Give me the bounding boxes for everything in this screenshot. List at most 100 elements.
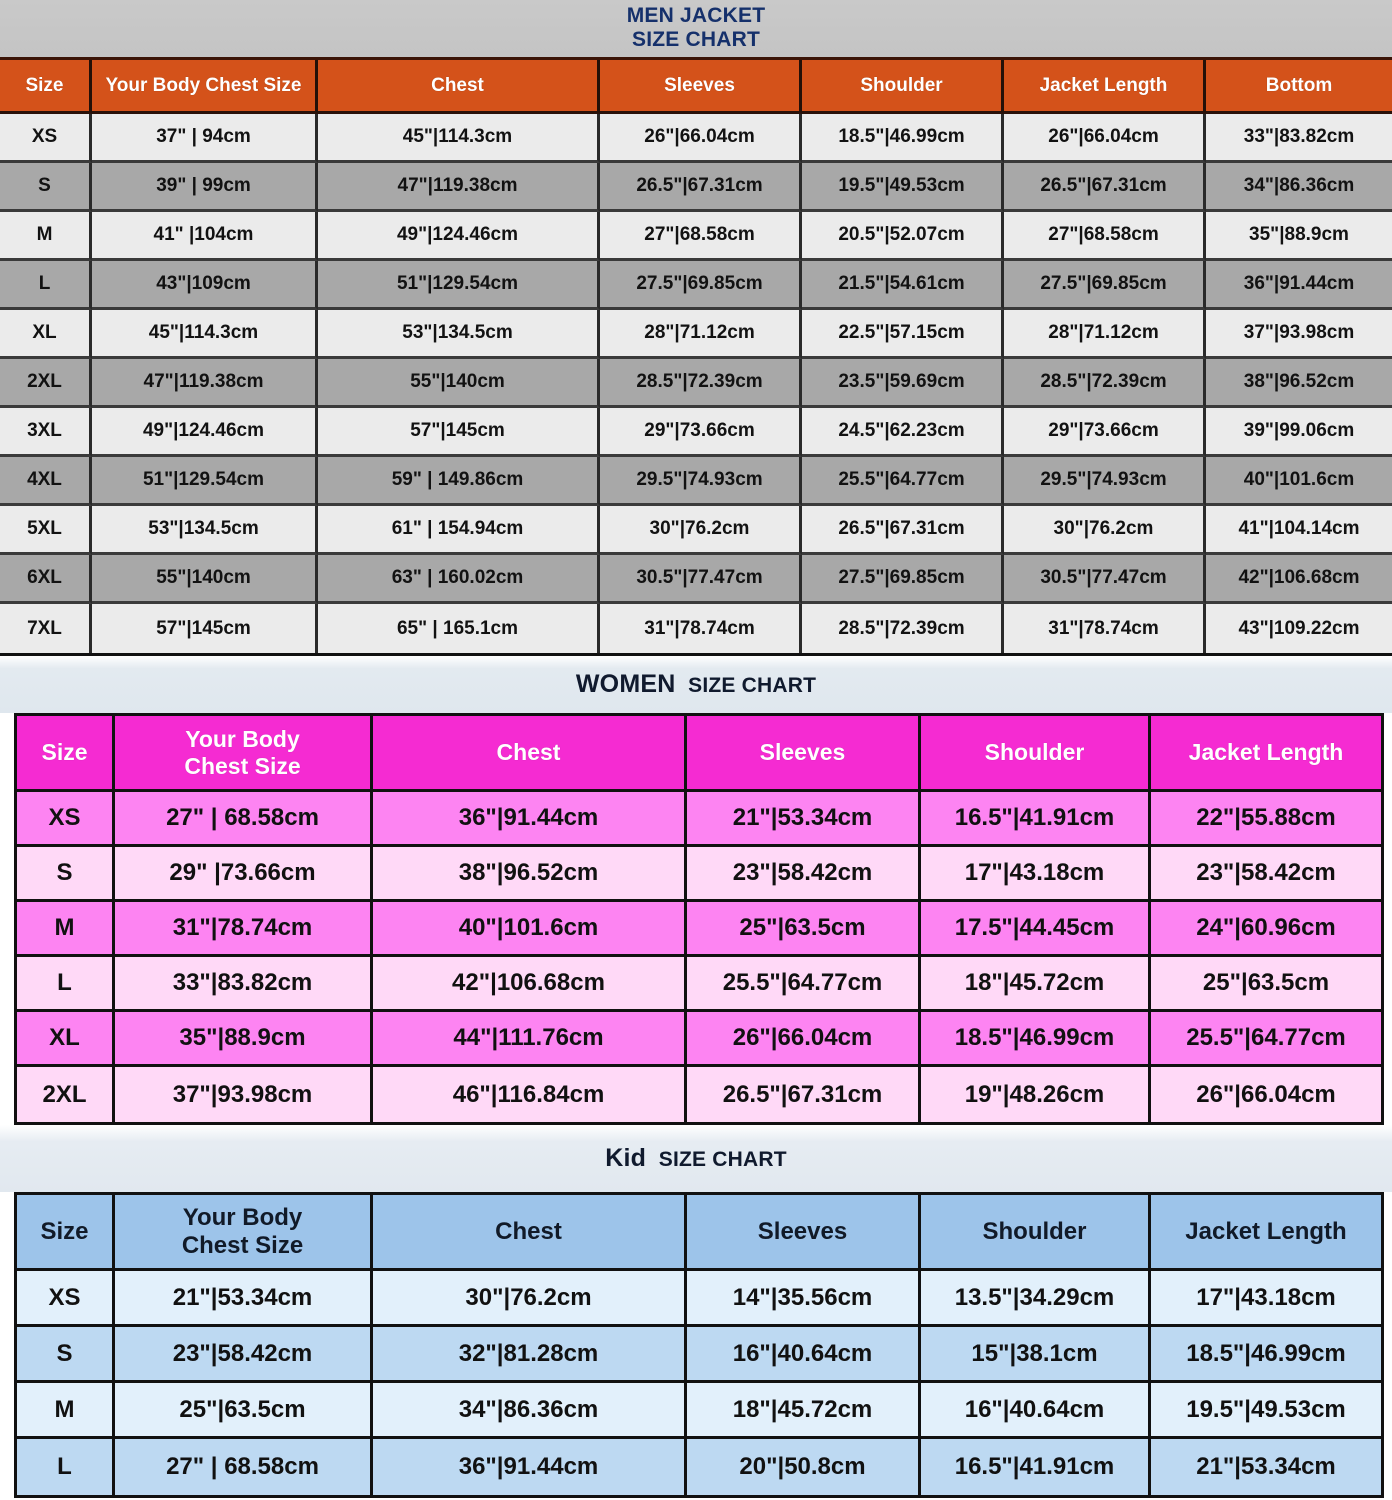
women-cell-chest: 46"|116.84cm — [373, 1067, 687, 1122]
women-cell-jacket-length: 22"|55.88cm — [1151, 792, 1381, 847]
men-cell-body-chest: 43"|109cm — [92, 261, 318, 310]
men-cell-size: 7XL — [0, 604, 92, 653]
kid-cell-jacket-length: 17"|43.18cm — [1151, 1271, 1381, 1327]
table-row: XL 35"|88.9cm 44"|111.76cm 26"|66.04cm 1… — [17, 1012, 1381, 1067]
kid-col-size-line1: Size — [40, 1217, 89, 1245]
women-col-body-chest: Your Body Chest Size — [115, 716, 373, 792]
men-cell-sleeves: 26.5"|67.31cm — [600, 163, 802, 212]
kid-cell-body-chest: 21"|53.34cm — [115, 1271, 373, 1327]
men-cell-jacket-length: 31"|78.74cm — [1004, 604, 1206, 653]
men-cell-shoulder: 22.5"|57.15cm — [802, 310, 1004, 359]
men-cell-body-chest: 47"|119.38cm — [92, 359, 318, 408]
kid-cell-chest: 36"|91.44cm — [373, 1439, 687, 1495]
men-cell-jacket-length: 28.5"|72.39cm — [1004, 359, 1206, 408]
men-cell-jacket-length: 27"|68.58cm — [1004, 212, 1206, 261]
men-cell-size: 2XL — [0, 359, 92, 408]
women-cell-chest: 44"|111.76cm — [373, 1012, 687, 1067]
men-cell-shoulder: 26.5"|67.31cm — [802, 506, 1004, 555]
men-header-row: Size Your Body Chest Size Chest Sleeves … — [0, 60, 1392, 114]
men-cell-shoulder: 27.5"|69.85cm — [802, 555, 1004, 604]
women-cell-size: XL — [17, 1012, 115, 1067]
men-cell-jacket-length: 30.5"|77.47cm — [1004, 555, 1206, 604]
men-cell-bottom: 37"|93.98cm — [1206, 310, 1392, 359]
kid-col-chest-line1: Chest — [495, 1217, 562, 1245]
table-row: 2XL 47"|119.38cm 55"|140cm 28.5"|72.39cm… — [0, 359, 1392, 408]
women-cell-body-chest: 27" | 68.58cm — [115, 792, 373, 847]
table-row: XS 37" | 94cm 45"|114.3cm 26"|66.04cm 18… — [0, 114, 1392, 163]
table-row: XS 21"|53.34cm 30"|76.2cm 14"|35.56cm 13… — [17, 1271, 1381, 1327]
women-col-chest: Chest — [373, 716, 687, 792]
men-cell-body-chest: 55"|140cm — [92, 555, 318, 604]
table-row: 2XL 37"|93.98cm 46"|116.84cm 26.5"|67.31… — [17, 1067, 1381, 1122]
women-cell-sleeves: 26.5"|67.31cm — [687, 1067, 921, 1122]
table-row: S 29" |73.66cm 38"|96.52cm 23"|58.42cm 1… — [17, 847, 1381, 902]
men-cell-chest: 51"|129.54cm — [318, 261, 600, 310]
kid-title: Kid SIZE CHART — [605, 1144, 787, 1173]
women-cell-sleeves: 23"|58.42cm — [687, 847, 921, 902]
men-cell-jacket-length: 29.5"|74.93cm — [1004, 457, 1206, 506]
men-cell-size: 6XL — [0, 555, 92, 604]
men-title: MEN JACKET SIZE CHART — [627, 4, 766, 51]
men-cell-chest: 45"|114.3cm — [318, 114, 600, 163]
men-cell-size: S — [0, 163, 92, 212]
men-cell-body-chest: 51"|129.54cm — [92, 457, 318, 506]
kid-cell-chest: 34"|86.36cm — [373, 1383, 687, 1439]
kid-col-shoulder-line1: Shoulder — [982, 1217, 1087, 1245]
kid-col-size: Size — [17, 1195, 115, 1271]
kid-col-jacket-length: Jacket Length — [1151, 1195, 1381, 1271]
men-col-size: Size — [0, 60, 92, 114]
women-table-wrapper: Size Your Body Chest Size Chest Sleeves … — [0, 713, 1392, 1125]
kid-cell-size: S — [17, 1327, 115, 1383]
table-row: 5XL 53"|134.5cm 61" | 154.94cm 30"|76.2c… — [0, 506, 1392, 555]
men-cell-chest: 57"|145cm — [318, 408, 600, 457]
kid-cell-jacket-length: 21"|53.34cm — [1151, 1439, 1381, 1495]
kid-title-word2: SIZE CHART — [658, 1148, 787, 1171]
kid-cell-body-chest: 25"|63.5cm — [115, 1383, 373, 1439]
women-cell-sleeves: 25.5"|64.77cm — [687, 957, 921, 1012]
women-cell-sleeves: 25"|63.5cm — [687, 902, 921, 957]
kid-cell-size: M — [17, 1383, 115, 1439]
table-row: 4XL 51"|129.54cm 59" | 149.86cm 29.5"|74… — [0, 457, 1392, 506]
men-cell-chest: 47"|119.38cm — [318, 163, 600, 212]
women-cell-shoulder: 18"|45.72cm — [921, 957, 1151, 1012]
men-cell-body-chest: 45"|114.3cm — [92, 310, 318, 359]
men-banner: MEN JACKET SIZE CHART — [0, 0, 1392, 57]
men-cell-size: 4XL — [0, 457, 92, 506]
women-cell-chest: 42"|106.68cm — [373, 957, 687, 1012]
kid-title-word1: Kid — [605, 1144, 647, 1172]
men-cell-shoulder: 20.5"|52.07cm — [802, 212, 1004, 261]
women-cell-jacket-length: 25.5"|64.77cm — [1151, 1012, 1381, 1067]
women-cell-chest: 36"|91.44cm — [373, 792, 687, 847]
kid-cell-sleeves: 14"|35.56cm — [687, 1271, 921, 1327]
men-cell-chest: 53"|134.5cm — [318, 310, 600, 359]
men-cell-body-chest: 39" | 99cm — [92, 163, 318, 212]
women-cell-shoulder: 19"|48.26cm — [921, 1067, 1151, 1122]
table-row: XL 45"|114.3cm 53"|134.5cm 28"|71.12cm 2… — [0, 310, 1392, 359]
men-cell-size: M — [0, 212, 92, 261]
men-cell-jacket-length: 27.5"|69.85cm — [1004, 261, 1206, 310]
men-cell-chest: 49"|124.46cm — [318, 212, 600, 261]
table-row: 6XL 55"|140cm 63" | 160.02cm 30.5"|77.47… — [0, 555, 1392, 604]
kid-col-jacket-length-line1: Jacket Length — [1185, 1217, 1347, 1245]
women-title: WOMEN SIZE CHART — [576, 670, 816, 699]
women-cell-size: L — [17, 957, 115, 1012]
kid-col-chest: Chest — [373, 1195, 687, 1271]
men-cell-shoulder: 28.5"|72.39cm — [802, 604, 1004, 653]
men-cell-body-chest: 57"|145cm — [92, 604, 318, 653]
women-cell-body-chest: 31"|78.74cm — [115, 902, 373, 957]
women-col-size-line1: Size — [41, 739, 88, 766]
men-cell-bottom: 33"|83.82cm — [1206, 114, 1392, 163]
men-cell-shoulder: 25.5"|64.77cm — [802, 457, 1004, 506]
women-cell-size: M — [17, 902, 115, 957]
table-row: XS 27" | 68.58cm 36"|91.44cm 21"|53.34cm… — [17, 792, 1381, 847]
table-row: 7XL 57"|145cm 65" | 165.1cm 31"|78.74cm … — [0, 604, 1392, 653]
men-cell-shoulder: 21.5"|54.61cm — [802, 261, 1004, 310]
kid-cell-shoulder: 13.5"|34.29cm — [921, 1271, 1151, 1327]
men-cell-size: 5XL — [0, 506, 92, 555]
women-col-jacket-length-line1: Jacket Length — [1188, 739, 1344, 766]
men-cell-shoulder: 19.5"|49.53cm — [802, 163, 1004, 212]
kid-col-body-chest-line2: Chest Size — [181, 1231, 304, 1259]
men-cell-sleeves: 27.5"|69.85cm — [600, 261, 802, 310]
women-size-table: Size Your Body Chest Size Chest Sleeves … — [14, 713, 1384, 1125]
